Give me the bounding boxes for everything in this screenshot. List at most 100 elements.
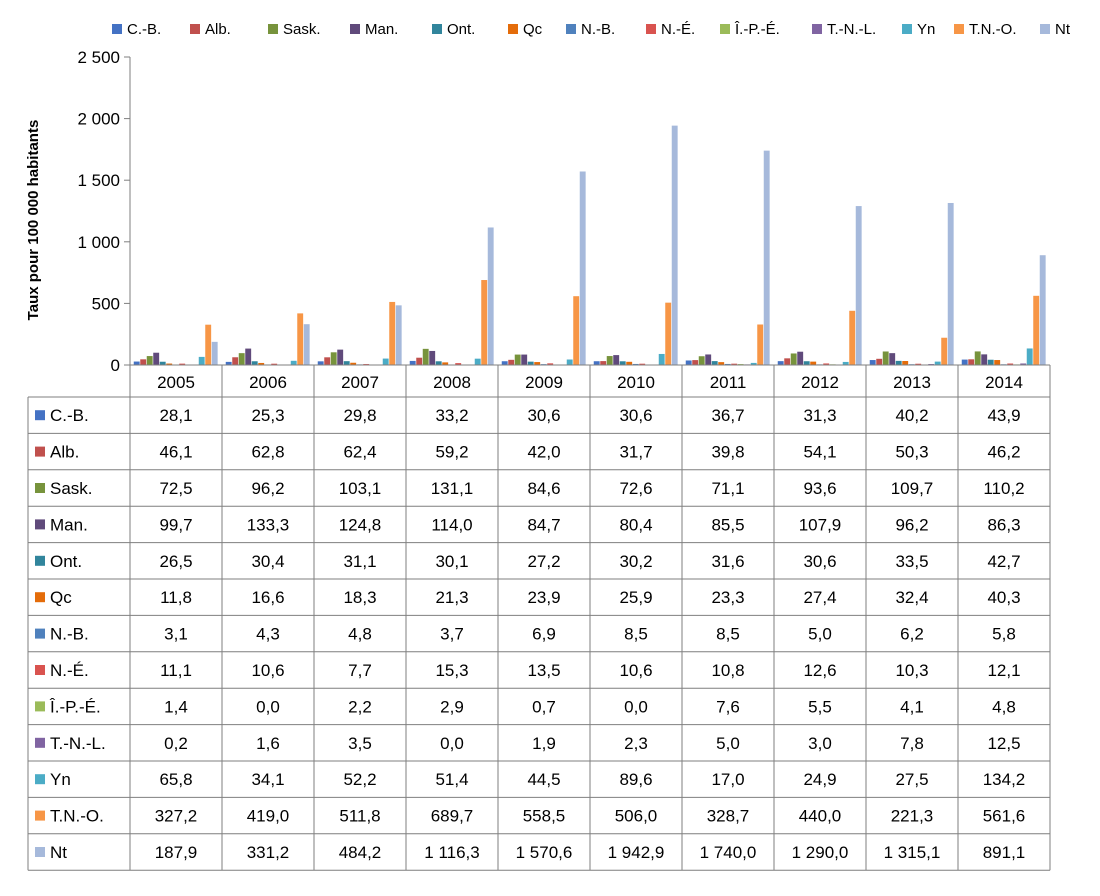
bar — [395, 305, 402, 365]
bar — [330, 352, 337, 365]
table-cell: 65,8 — [159, 770, 192, 789]
table-cell: 3,0 — [808, 734, 832, 753]
table-cell: 3,1 — [164, 625, 188, 644]
table-cell: 6,9 — [532, 625, 556, 644]
table-cell: 1 290,0 — [792, 843, 849, 862]
bar — [271, 363, 278, 365]
table-cell: 187,9 — [155, 843, 198, 862]
y-tick-label: 2 500 — [77, 48, 120, 67]
table-series-swatch — [35, 737, 45, 748]
table-cell: 1 740,0 — [700, 843, 757, 862]
table-cell: 39,8 — [711, 443, 744, 462]
x-tick-label: 2013 — [893, 373, 931, 392]
bar — [487, 227, 494, 365]
table-cell: 15,3 — [435, 661, 468, 680]
bar — [297, 313, 304, 365]
table-series-swatch — [35, 410, 45, 421]
legend-swatch — [508, 24, 518, 34]
table-cell: 331,2 — [247, 843, 290, 862]
x-tick-label: 2006 — [249, 373, 287, 392]
bar — [968, 359, 975, 365]
data-table: 2005 2006 2007 2008 2009 2010 2011 2012 2013 2014… — [27, 364, 1051, 871]
table-cell: 72,6 — [619, 479, 652, 498]
table-series-swatch — [35, 592, 45, 603]
table-cell: 46,2 — [987, 443, 1020, 462]
bar — [211, 341, 218, 365]
table-cell: 51,4 — [435, 770, 468, 789]
table-cell: 96,2 — [895, 515, 928, 534]
bars — [133, 125, 1046, 365]
table-cell: 62,4 — [343, 443, 376, 462]
table-cell: 10,3 — [895, 661, 928, 680]
legend-swatch — [268, 24, 278, 34]
y-axis-ticks: 0 500 1 000 1 500 2 000 2 500 — [77, 48, 130, 375]
bar — [317, 361, 324, 365]
table-cell: 31,6 — [711, 552, 744, 571]
table-cell: 52,2 — [343, 770, 376, 789]
table-series-swatch — [35, 665, 45, 675]
bar — [350, 362, 357, 365]
table-cell: 36,7 — [711, 406, 744, 425]
table-cell: 54,1 — [803, 443, 836, 462]
bar — [974, 351, 981, 365]
table-cell: 124,8 — [339, 515, 382, 534]
bar — [606, 356, 613, 365]
legend-label: Î.-P.-É. — [734, 21, 780, 38]
x-tick-label: 2005 — [157, 373, 195, 392]
bar — [613, 355, 620, 365]
bar — [579, 171, 586, 365]
bar — [855, 206, 862, 365]
table-series-label: Nt — [50, 843, 67, 862]
table-series-swatch — [35, 847, 45, 857]
bar — [849, 310, 856, 365]
table-cell: 84,7 — [527, 515, 560, 534]
bar — [797, 351, 804, 365]
x-tick-label: 2011 — [710, 373, 747, 392]
legend-label: N.-B. — [581, 21, 615, 38]
table-cell: 2,9 — [440, 697, 464, 716]
table-cell: 13,5 — [527, 661, 560, 680]
table-cell: 59,2 — [435, 443, 468, 462]
table-cell: 110,2 — [983, 479, 1024, 498]
table-cell: 86,3 — [987, 515, 1020, 534]
x-tick-label: 2007 — [341, 373, 379, 392]
table-cell: 11,8 — [160, 588, 192, 607]
table-cell: 133,3 — [247, 515, 290, 534]
bar — [290, 360, 297, 365]
table-series-label: Man. — [50, 515, 88, 534]
table-cell: 12,6 — [803, 661, 836, 680]
table-cell: 5,0 — [716, 734, 740, 753]
table-cell: 28,1 — [159, 406, 192, 425]
bar — [632, 363, 639, 365]
y-tick-label: 1 500 — [77, 171, 120, 190]
table-cell: 8,5 — [624, 625, 648, 644]
bar — [429, 350, 436, 365]
table-cell: 7,8 — [900, 734, 924, 753]
table-cell: 0,0 — [256, 697, 280, 716]
table-cell: 18,3 — [343, 588, 376, 607]
bar — [534, 362, 541, 365]
bar — [508, 359, 515, 365]
bar — [593, 361, 600, 365]
table-cell: 511,8 — [339, 807, 380, 826]
bar — [934, 361, 941, 365]
table-series-label: N.-É. — [50, 661, 89, 680]
legend-label: T.N.-O. — [969, 21, 1017, 38]
table-series-swatch — [35, 628, 45, 639]
table-cell: 891,1 — [983, 843, 1026, 862]
legend: C.-B. Alb. Sask. Man. Ont. Qc N.-B. N.-É. Î.-P.-… — [112, 21, 1071, 38]
table-cell: 3,5 — [348, 734, 372, 753]
table-cell: 10,6 — [251, 661, 284, 680]
bar — [902, 361, 909, 365]
table-cell: 27,4 — [803, 588, 836, 607]
table-cell: 96,2 — [251, 479, 284, 498]
bar — [205, 324, 212, 365]
bar — [1026, 348, 1033, 365]
bar — [947, 202, 954, 365]
bar — [600, 361, 607, 365]
table-cell: 506,0 — [615, 807, 658, 826]
table-cell: 71,1 — [711, 479, 744, 498]
table-cell: 30,2 — [619, 552, 652, 571]
table-cell: 29,8 — [343, 406, 376, 425]
table-cell: 27,2 — [527, 552, 560, 571]
